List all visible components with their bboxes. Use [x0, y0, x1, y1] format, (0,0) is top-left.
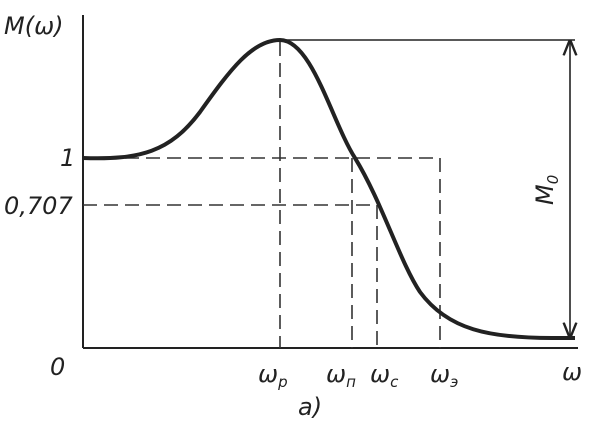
symbol: ω: [430, 360, 450, 388]
symbol: ω: [258, 360, 278, 388]
frequency-label: ωс: [370, 360, 399, 391]
dimension-label: M0: [531, 175, 562, 205]
unit-rectangle: [83, 157, 441, 348]
subscript: с: [390, 373, 399, 391]
subscript: п: [346, 373, 356, 391]
subscript: э: [450, 373, 458, 391]
symbol: ω: [326, 360, 346, 388]
frequency-label: ωп: [326, 360, 356, 391]
symbol: M: [531, 184, 559, 205]
level-label: 0,707: [4, 192, 73, 220]
caption: а): [298, 393, 322, 421]
subscript: р: [277, 373, 288, 391]
origin-label: 0: [50, 353, 65, 381]
y-axis-label: M(ω): [4, 12, 64, 40]
response-curve: [82, 37, 575, 340]
level-label: 1: [60, 144, 75, 172]
subscript: 0: [544, 175, 562, 185]
frequency-label: ωр: [258, 360, 288, 391]
x-axis-label: ω: [562, 358, 582, 386]
frequency-label: ωэ: [430, 360, 458, 391]
symbol: ω: [370, 360, 390, 388]
